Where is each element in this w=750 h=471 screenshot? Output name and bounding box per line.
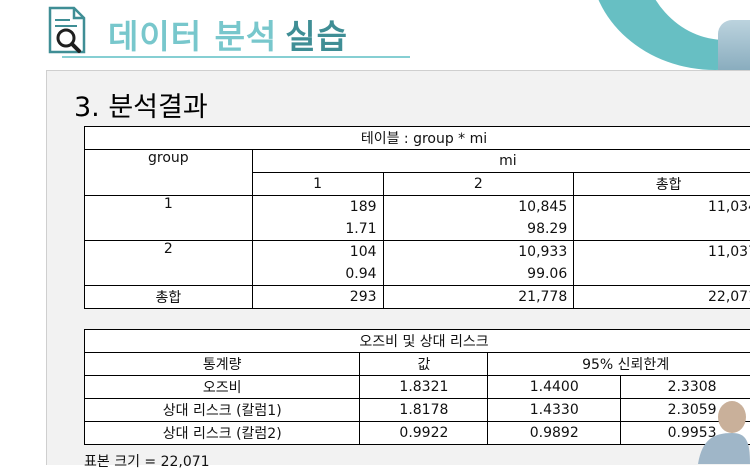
cell-percent: 0.94 bbox=[252, 263, 383, 286]
total-cell: 293 bbox=[252, 286, 383, 309]
sample-size-text: 표본 크기 = 22,071 bbox=[84, 451, 210, 471]
cell-count: 10,845 bbox=[383, 196, 574, 219]
header-stat: 통계량 bbox=[85, 353, 360, 376]
cell-count: 104 bbox=[252, 241, 383, 264]
risk-value: 1.8321 bbox=[360, 376, 488, 399]
crosstab-caption: 테이블 : group * mi bbox=[85, 127, 750, 150]
risk-caption: 오즈비 및 상대 리스크 bbox=[85, 330, 750, 353]
risk-row-label: 오즈비 bbox=[85, 376, 360, 399]
cell-percent: 98.29 bbox=[383, 218, 574, 241]
total-cell: 22,071 bbox=[574, 286, 750, 309]
header-value: 값 bbox=[360, 353, 488, 376]
banner-title-part1: 데이터 분석 bbox=[108, 17, 277, 56]
cell-percent: 99.06 bbox=[383, 263, 574, 286]
risk-value: 0.9922 bbox=[360, 422, 488, 445]
cell-count: 11,037 bbox=[574, 241, 750, 264]
row-header-group: group bbox=[85, 150, 253, 196]
col-label-1: 1 bbox=[252, 173, 383, 196]
presenter-figure bbox=[690, 395, 750, 464]
risk-table: 오즈비 및 상대 리스크 통계량 값 95% 신뢰한계 오즈비 1.8321 1… bbox=[84, 329, 750, 445]
risk-lower: 1.4400 bbox=[488, 376, 621, 399]
cell-percent bbox=[574, 263, 750, 286]
cell-percent bbox=[574, 218, 750, 241]
risk-lower: 0.9892 bbox=[488, 422, 621, 445]
crosstab-table: 테이블 : group * mi group mi 1 2 총합 1 189 1… bbox=[84, 126, 750, 309]
slide-panel: 3. 분석결과 테이블 : group * mi group mi 1 2 총합… bbox=[46, 70, 750, 465]
banner-title-part2: 실습 bbox=[285, 17, 348, 56]
cell-percent: 1.71 bbox=[252, 218, 383, 241]
cell-count: 10,933 bbox=[383, 241, 574, 264]
col-header-mi: mi bbox=[252, 150, 750, 173]
total-row-label: 총합 bbox=[85, 286, 253, 309]
risk-row-label: 상대 리스크 (칼럼1) bbox=[85, 399, 360, 422]
risk-value: 1.8178 bbox=[360, 399, 488, 422]
total-cell: 21,778 bbox=[383, 286, 574, 309]
banner-underline bbox=[62, 56, 410, 58]
header-ci: 95% 신뢰한계 bbox=[488, 353, 750, 376]
row-label-2: 2 bbox=[85, 241, 253, 286]
col-label-2: 2 bbox=[383, 173, 574, 196]
row-label-1: 1 bbox=[85, 196, 253, 241]
risk-row-label: 상대 리스크 (칼럼2) bbox=[85, 422, 360, 445]
col-label-total: 총합 bbox=[574, 173, 750, 196]
slide-title: 3. 분석결과 bbox=[74, 85, 208, 124]
risk-lower: 1.4330 bbox=[488, 399, 621, 422]
cell-count: 189 bbox=[252, 196, 383, 219]
document-magnifier-icon bbox=[44, 6, 90, 54]
cell-count: 11,034 bbox=[574, 196, 750, 219]
